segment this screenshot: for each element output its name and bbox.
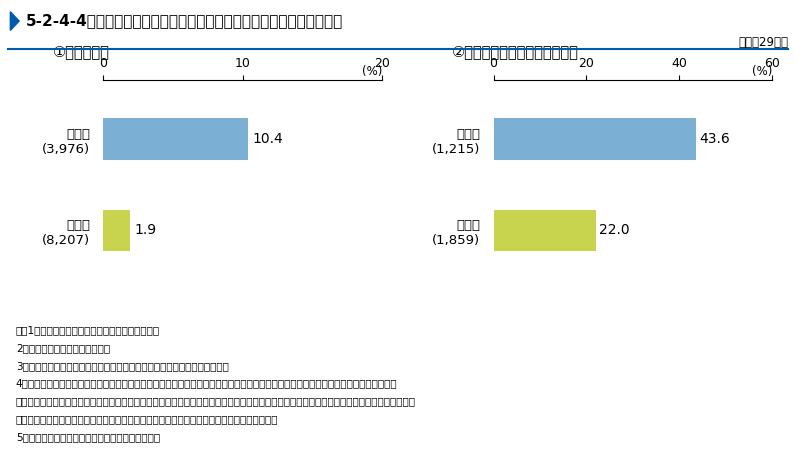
Text: 1.9: 1.9 — [134, 224, 156, 237]
Text: ①　仮釈放者: ① 仮釈放者 — [53, 44, 110, 59]
Text: 注、1　法務省大臣官房司法法制部の資料による。: 注、1 法務省大臣官房司法法制部の資料による。 — [16, 325, 160, 335]
Text: 10.4: 10.4 — [252, 132, 283, 146]
Text: 22.0: 22.0 — [599, 224, 630, 237]
Text: 5　（　）内は，保護観察終了者の実人員である。: 5 （ ）内は，保護観察終了者の実人員である。 — [16, 432, 160, 442]
Text: 3　「無職」は，学生・生徒，家事従事者及び定収入のある無職者を除く。: 3 「無職」は，学生・生徒，家事従事者及び定収入のある無職者を除く。 — [16, 361, 228, 371]
Text: 5-2-4-4図　保護観察終了者の取消・再処分率（終了時の就労状況別）: 5-2-4-4図 保護観察終了者の取消・再処分率（終了時の就労状況別） — [25, 14, 343, 29]
Text: （平成29年）: （平成29年） — [738, 36, 788, 49]
Text: 2　就労状況が不詳の者を除く。: 2 就労状況が不詳の者を除く。 — [16, 343, 110, 353]
Text: (%): (%) — [361, 65, 382, 78]
Bar — [494, 210, 595, 251]
Text: 消され，又は保護観察期間中に再犯により刑事処分（起訴猟予の処分を含む。刑事裁判については，その期間中に確定したものに限る。）: 消され，又は保護観察期間中に再犯により刑事処分（起訴猟予の処分を含む。刑事裁判に… — [16, 396, 416, 406]
Text: ②　保護観察付全部執行猟予者: ② 保護観察付全部執行猟予者 — [452, 44, 579, 59]
Text: 4　「取消・再処分率」は，保護観察終了人員のうち，再犯若しくは遵守事項違反により仮釈放者しくは保護観察付全部執行猟予を取り: 4 「取消・再処分率」は，保護観察終了人員のうち，再犯若しくは遵守事項違反により… — [16, 379, 397, 388]
Text: を受けた者の人員（双方に該当する者は１人として計上される。）の占める比率をいう。: を受けた者の人員（双方に該当する者は１人として計上される。）の占める比率をいう。 — [16, 414, 279, 424]
Bar — [103, 210, 130, 251]
Bar — [103, 118, 248, 160]
Text: (%): (%) — [751, 65, 772, 78]
Text: 43.6: 43.6 — [700, 132, 731, 146]
Bar — [494, 118, 696, 160]
